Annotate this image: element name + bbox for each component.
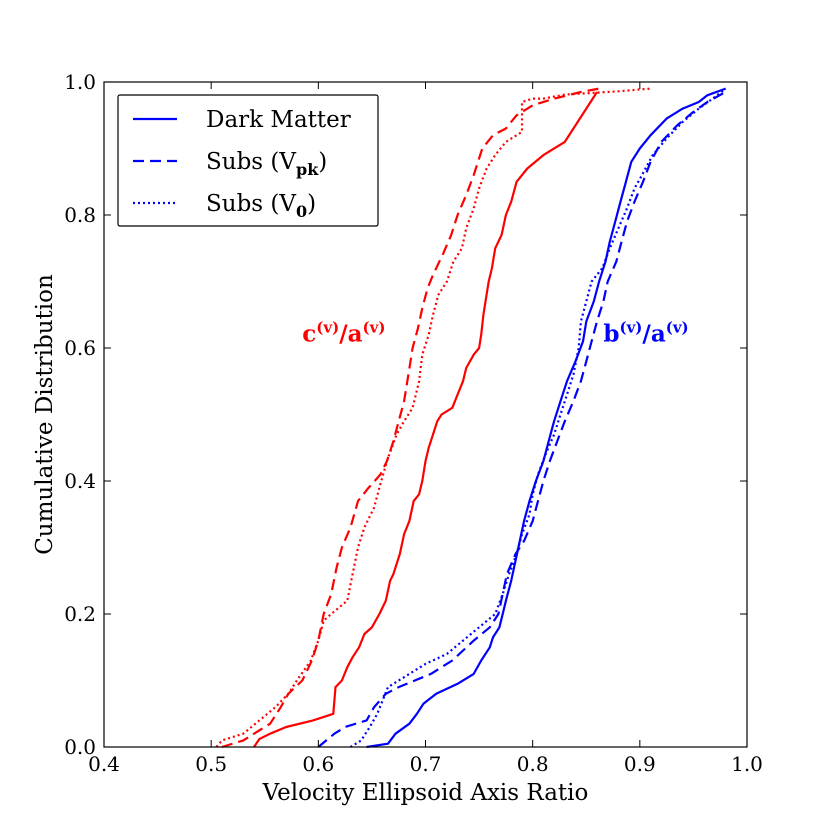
series-line-5 <box>349 87 727 748</box>
annotation-base2: a <box>348 320 363 347</box>
annotation-base1: b <box>603 320 619 347</box>
series-line-4 <box>317 91 727 748</box>
series-line-2 <box>215 87 651 748</box>
x-tick-label: 0.7 <box>410 752 442 776</box>
annotation-sup2: (v) <box>666 318 689 336</box>
legend-label: Subs (V0) <box>206 191 316 221</box>
legend: Dark Matter Subs (Vpk) Subs (V0) <box>117 94 379 227</box>
y-tick-label: 1.0 <box>64 70 96 94</box>
y-tick-label: 0.8 <box>64 203 96 227</box>
x-tick-label: 0.6 <box>302 752 334 776</box>
series-line-3 <box>366 87 726 749</box>
series-line-0 <box>253 91 598 748</box>
y-axis-label: Cumulative Distribution <box>32 274 58 555</box>
ticks-layer: 0.4 0.5 0.6 0.7 0.8 0.9 1.0 0.0 0.2 0.4 0.6 0.8 1.0 <box>64 70 763 776</box>
x-tick-label: 0.5 <box>195 752 227 776</box>
y-tick-label: 0.0 <box>64 735 96 759</box>
x-axis-label: Velocity Ellipsoid Axis Ratio <box>262 780 589 806</box>
y-tick-label: 0.2 <box>64 602 96 626</box>
y-tick-label: 0.6 <box>64 336 96 360</box>
x-tick-label: 0.9 <box>624 752 656 776</box>
x-tick-label: 0.8 <box>517 752 549 776</box>
series-layer <box>215 87 727 749</box>
annotation-0: c(v)/a(v) <box>302 318 385 347</box>
annotations: c(v)/a(v) b(v)/a(v) <box>302 318 688 347</box>
x-tick-label: 0.4 <box>88 752 120 776</box>
annotation-sup1: (v) <box>619 318 642 336</box>
legend-box <box>117 94 379 227</box>
legend-label: Subs (Vpk) <box>206 149 327 179</box>
annotation-1: b(v)/a(v) <box>603 318 688 347</box>
annotation-base1: c <box>302 320 316 347</box>
legend-label: Dark Matter <box>206 107 351 133</box>
annotation-slash: / <box>339 320 348 347</box>
annotation-base2: a <box>651 320 666 347</box>
x-tick-label: 1.0 <box>731 752 763 776</box>
annotation-slash: / <box>642 320 651 347</box>
series-line-1 <box>221 87 600 749</box>
annotation-sup1: (v) <box>316 318 339 336</box>
annotation-sup2: (v) <box>363 318 386 336</box>
y-tick-label: 0.4 <box>64 469 96 493</box>
